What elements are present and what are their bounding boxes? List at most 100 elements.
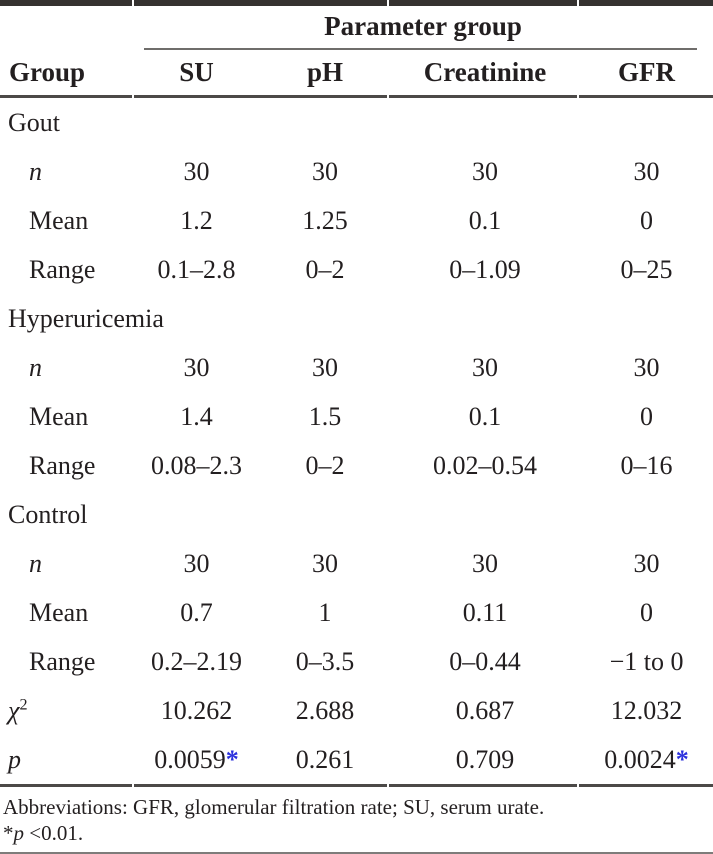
value-cell: 0–2: [305, 254, 345, 284]
significance-symbol: p: [13, 821, 25, 845]
value-cell: 30: [633, 156, 660, 186]
row-label: n: [29, 548, 42, 578]
value-cell: 30: [472, 352, 498, 382]
data-row: Mean 1.4 1.5 0.1 0: [0, 392, 713, 441]
stat-row: χ2 10.262 2.688 0.687 12.032: [0, 686, 713, 735]
group-label: Gout: [8, 107, 60, 137]
rule-segment: [389, 784, 577, 787]
data-row: Range 0.1–2.8 0–2 0–1.09 0–25: [0, 245, 713, 294]
value-cell: 1.25: [302, 205, 348, 235]
row-label: Range: [29, 254, 96, 284]
data-row: Range 0.2–2.19 0–3.5 0–0.44 −1 to 0: [0, 637, 713, 686]
row-label: Range: [29, 450, 96, 480]
value-cell: 0.0024*: [604, 744, 689, 774]
value-cell: 30: [472, 156, 498, 186]
row-label: Mean: [29, 597, 89, 627]
value-cell: 1.5: [308, 401, 342, 431]
value-cell: 0: [640, 401, 653, 431]
value-cell: 0: [640, 597, 653, 627]
rule-segment: [134, 0, 387, 6]
value-cell: 30: [183, 156, 210, 186]
value-cell: 0.1: [468, 401, 502, 431]
value-cell: 30: [312, 156, 338, 186]
group-label: Control: [8, 499, 88, 529]
column-header-su: SU: [179, 57, 214, 87]
column-header-ph: pH: [306, 57, 344, 87]
value-cell: 0.02–0.54: [433, 450, 537, 480]
significance-star: *: [675, 744, 689, 774]
column-header-row: Group SU pH Creatinine GFR: [0, 50, 713, 95]
value-cell: 0.7: [180, 597, 213, 627]
value-cell: 0–2: [305, 450, 345, 480]
value-cell: 0.1–2.8: [157, 254, 236, 284]
column-header-gfr: GFR: [618, 57, 675, 87]
rule-segment: [389, 0, 577, 6]
value-cell: 2.688: [295, 695, 355, 725]
value-cell: 30: [633, 352, 660, 382]
group-row: Control: [0, 490, 713, 539]
rule-segment: [579, 784, 713, 787]
rule-segment: [0, 784, 132, 787]
value-cell: 0–0.44: [449, 646, 521, 676]
spanner-cell: Parameter group: [133, 6, 713, 50]
rule-segment: [0, 0, 132, 6]
value-cell: 0–16: [620, 450, 673, 480]
table-head: Parameter group Group SU pH Creatinine G…: [0, 6, 713, 98]
spanner-rule: [144, 48, 698, 50]
table-body: Gout n 30 30 30 30 Mean 1.2 1.25 0.1 0 Range 0.1–2.8…: [0, 98, 713, 784]
column-header-group: Group: [9, 57, 86, 87]
header-rule: [0, 95, 713, 98]
value-cell: 0.261: [295, 744, 355, 774]
rule-segment: [134, 784, 387, 787]
spanner-inner: Parameter group: [133, 6, 713, 50]
footnotes: Abbreviations: GFR, glomerular filtratio…: [0, 787, 713, 852]
header-rule-row: [0, 95, 713, 98]
prefooter-rule: [0, 784, 713, 787]
significance-note: *p <0.01.: [3, 820, 709, 846]
rule-segment: [0, 95, 132, 98]
group-label: Hyperuricemia: [8, 303, 164, 333]
value-cell: 0.1: [468, 205, 502, 235]
rule-segment: [579, 0, 713, 6]
data-row: Range 0.08–2.3 0–2 0.02–0.54 0–16: [0, 441, 713, 490]
row-label: χ2: [8, 695, 28, 725]
stat-row: p 0.0059* 0.261 0.709 0.0024*: [0, 735, 713, 784]
value-cell: 30: [312, 352, 338, 382]
row-label: Range: [29, 646, 96, 676]
value-cell: 1.2: [180, 205, 213, 235]
value-cell: 0.11: [462, 597, 508, 627]
value-cell: 0.08–2.3: [151, 450, 242, 480]
group-row: Gout: [0, 98, 713, 147]
row-label: n: [29, 352, 42, 382]
value-cell: 30: [633, 548, 660, 578]
rule-segment: [134, 95, 387, 98]
rule-segment: [579, 95, 713, 98]
value-cell: 0–1.09: [449, 254, 521, 284]
column-header-creatinine: Creatinine: [423, 57, 547, 87]
data-row: Mean 0.7 1 0.11 0: [0, 588, 713, 637]
value-cell: 0–25: [620, 254, 673, 284]
data-row: Mean 1.2 1.25 0.1 0: [0, 196, 713, 245]
rule-segment: [389, 95, 577, 98]
value-cell: 30: [183, 548, 210, 578]
significance-star: *: [3, 821, 14, 845]
value-cell: 12.032: [610, 695, 683, 725]
top-border: [0, 0, 713, 6]
value-cell: 10.262: [160, 695, 233, 725]
row-label: p: [8, 744, 21, 774]
value-cell: 30: [183, 352, 210, 382]
value-cell: 30: [472, 548, 498, 578]
row-label: Mean: [29, 401, 89, 431]
abbreviations-note: Abbreviations: GFR, glomerular filtratio…: [3, 795, 545, 819]
significance-star: *: [225, 744, 239, 774]
statistics-table: Parameter group Group SU pH Creatinine G…: [0, 6, 713, 784]
value-cell: 30: [312, 548, 338, 578]
spanner-label: Parameter group: [324, 11, 522, 41]
superscript: 2: [19, 695, 28, 713]
group-row: Hyperuricemia: [0, 294, 713, 343]
value-cell: 0.687: [455, 695, 515, 725]
value-cell: 0: [640, 205, 653, 235]
data-row: n 30 30 30 30: [0, 343, 713, 392]
row-label: Mean: [29, 205, 89, 235]
